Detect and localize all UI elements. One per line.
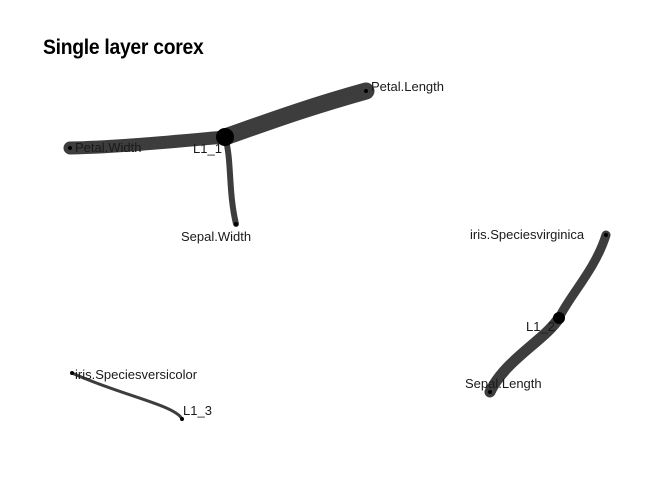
label-petal-length: Petal.Length [371,79,444,94]
node-L1_2 [553,312,565,324]
label-sepal-width: Sepal.Width [181,229,251,244]
edge-L1_1-petal-length [216,82,375,146]
node-sepal-length [488,390,492,394]
label-sepal-length: Sepal.Length [465,376,542,391]
edge-L1_1-sepal-width [222,134,239,227]
label-virginica: iris.Speciesvirginica [470,227,585,242]
label-L1_2: L1_2 [526,319,555,334]
label-L1_1: L1_1 [193,141,222,156]
diagram-title: Single layer corex [43,36,204,59]
node-L1_1 [216,128,234,146]
node-sepal-width [234,222,238,226]
edges [63,82,611,421]
label-petal-width: Petal.Width [75,140,141,155]
labels: Petal.Length Petal.Width L1_1 Sepal.Widt… [75,79,585,418]
label-versicolor: iris.Speciesversicolor [75,367,198,382]
node-versicolor [70,371,74,375]
edge-L1_2-sepal-length [484,312,565,398]
node-petal-width [68,146,72,150]
edge-L1_1-petal-width [63,130,232,155]
edge-L1_2-virginica [554,230,611,323]
node-L1_3 [180,417,184,421]
node-petal-length [364,89,368,93]
edge-L1_3-versicolor [70,371,184,421]
nodes [68,89,608,421]
label-L1_3: L1_3 [183,403,212,418]
node-virginica [604,233,608,237]
